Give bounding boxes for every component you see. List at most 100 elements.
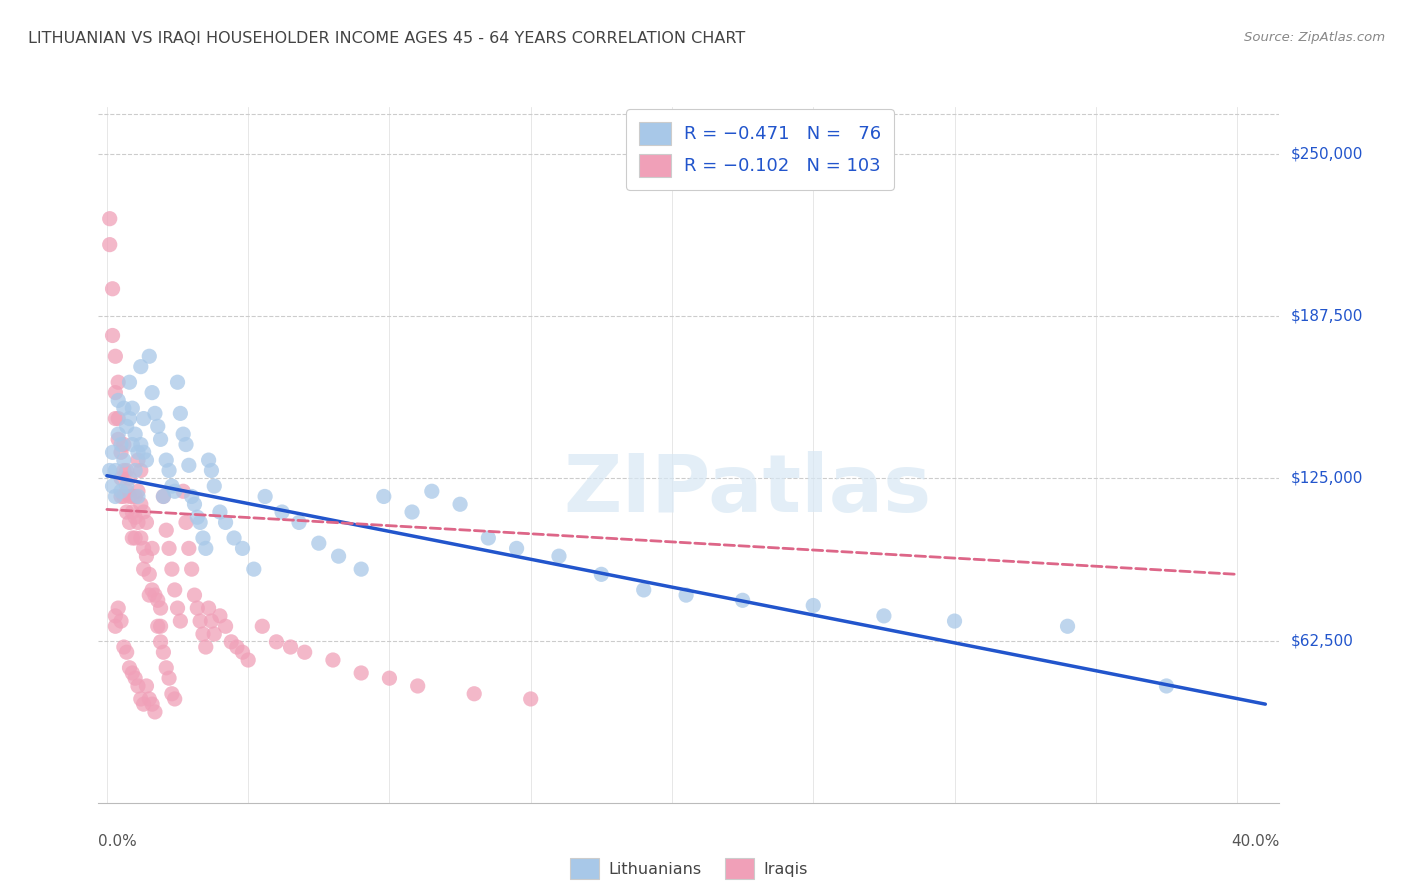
Point — [157, 671, 180, 685]
Point — [124, 490, 146, 504]
Point — [135, 549, 157, 564]
Point — [152, 645, 174, 659]
Point — [222, 531, 245, 545]
Point — [118, 661, 141, 675]
Point — [138, 692, 160, 706]
Point — [194, 640, 217, 654]
Point — [132, 697, 155, 711]
Point — [943, 614, 966, 628]
Point — [288, 516, 311, 530]
Point — [1056, 619, 1078, 633]
Point — [121, 531, 143, 545]
Point — [129, 437, 152, 451]
Point — [254, 490, 277, 504]
Point — [322, 653, 344, 667]
Point — [155, 453, 177, 467]
Point — [200, 463, 222, 477]
Point — [132, 541, 155, 556]
Point — [238, 653, 260, 667]
Point — [115, 505, 138, 519]
Point — [163, 692, 186, 706]
Point — [172, 484, 194, 499]
Point — [373, 490, 395, 504]
Point — [104, 349, 127, 363]
Point — [112, 453, 135, 467]
Point — [177, 541, 200, 556]
Point — [180, 490, 202, 504]
Point — [157, 463, 180, 477]
Point — [129, 359, 152, 374]
Point — [127, 484, 149, 499]
Point — [252, 619, 274, 633]
Point — [104, 385, 127, 400]
Point — [180, 562, 202, 576]
Point — [149, 601, 172, 615]
Point — [121, 490, 143, 504]
Point — [112, 401, 135, 416]
Point — [200, 614, 222, 628]
Point — [174, 516, 197, 530]
Point — [141, 385, 163, 400]
Point — [143, 705, 166, 719]
Point — [183, 588, 205, 602]
Point — [149, 433, 172, 447]
Point — [132, 445, 155, 459]
Text: 0.0%: 0.0% — [98, 834, 138, 849]
Point — [115, 645, 138, 659]
Point — [127, 490, 149, 504]
Point — [160, 562, 183, 576]
Point — [169, 614, 191, 628]
Point — [801, 599, 824, 613]
Point — [231, 541, 253, 556]
Point — [155, 661, 177, 675]
Point — [121, 437, 143, 451]
Point — [129, 497, 152, 511]
Point — [183, 497, 205, 511]
Point — [350, 562, 373, 576]
Point — [121, 401, 143, 416]
Point — [101, 282, 124, 296]
Point — [132, 411, 155, 425]
Point — [143, 406, 166, 420]
Point — [477, 531, 499, 545]
Point — [214, 619, 236, 633]
Point — [110, 471, 132, 485]
Point — [115, 419, 138, 434]
Point — [124, 463, 146, 477]
Point — [401, 505, 423, 519]
Legend: Lithuanians, Iraqis: Lithuanians, Iraqis — [564, 852, 814, 885]
Point — [406, 679, 429, 693]
Point — [675, 588, 697, 602]
Point — [519, 692, 541, 706]
Point — [163, 582, 186, 597]
Point — [1156, 679, 1178, 693]
Point — [328, 549, 350, 564]
Point — [208, 608, 231, 623]
Point — [135, 516, 157, 530]
Point — [104, 411, 127, 425]
Point — [149, 635, 172, 649]
Point — [208, 505, 231, 519]
Point — [174, 437, 197, 451]
Text: 40.0%: 40.0% — [1232, 834, 1279, 849]
Point — [110, 614, 132, 628]
Point — [294, 645, 316, 659]
Point — [112, 490, 135, 504]
Point — [197, 453, 219, 467]
Point — [129, 531, 152, 545]
Point — [271, 505, 294, 519]
Point — [731, 593, 754, 607]
Point — [127, 679, 149, 693]
Point — [107, 376, 129, 390]
Point — [149, 619, 172, 633]
Point — [101, 479, 124, 493]
Point — [112, 463, 135, 477]
Point — [231, 645, 253, 659]
Point — [129, 463, 152, 477]
Point — [127, 445, 149, 459]
Point — [197, 601, 219, 615]
Point — [118, 376, 141, 390]
Point — [166, 376, 188, 390]
Point — [163, 484, 186, 499]
Point — [124, 510, 146, 524]
